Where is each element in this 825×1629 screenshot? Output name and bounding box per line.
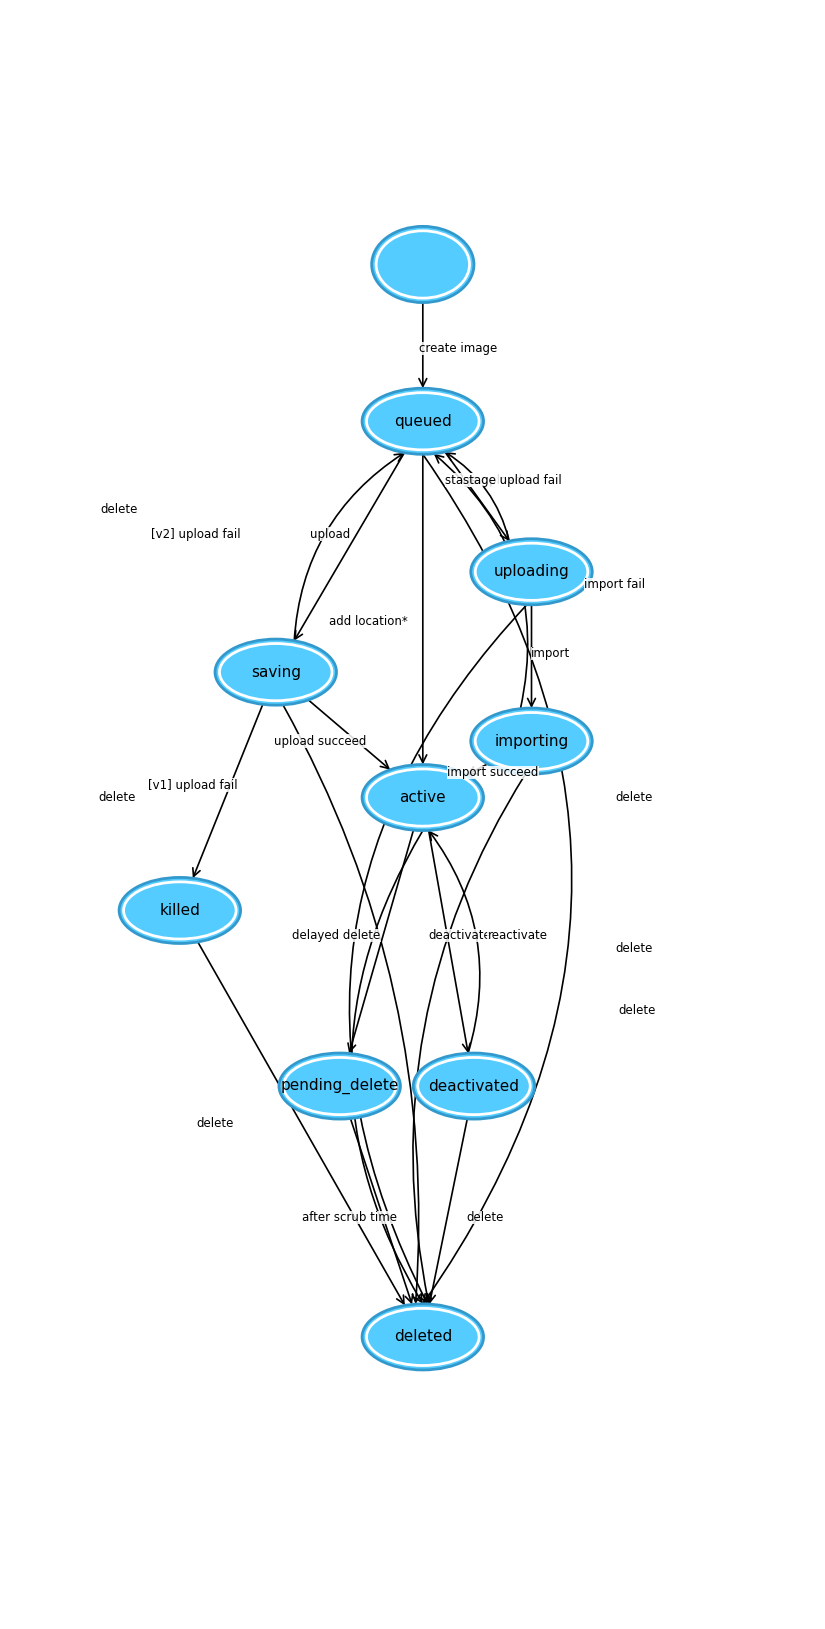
Ellipse shape xyxy=(362,764,483,831)
Text: delayed delete: delayed delete xyxy=(292,929,380,942)
FancyArrowPatch shape xyxy=(350,604,527,1302)
Ellipse shape xyxy=(371,226,474,303)
FancyArrowPatch shape xyxy=(295,454,403,640)
Ellipse shape xyxy=(413,1052,535,1119)
Text: delete: delete xyxy=(615,942,653,955)
FancyArrowPatch shape xyxy=(528,604,535,707)
FancyArrowPatch shape xyxy=(309,700,389,769)
Text: importing: importing xyxy=(494,733,568,749)
Text: [v2] upload fail: [v2] upload fail xyxy=(151,528,241,541)
Text: queued: queued xyxy=(394,414,452,428)
FancyArrowPatch shape xyxy=(348,831,413,1052)
FancyArrowPatch shape xyxy=(419,454,427,762)
Text: killed: killed xyxy=(159,902,200,919)
Ellipse shape xyxy=(471,539,592,604)
Ellipse shape xyxy=(471,709,592,774)
FancyArrowPatch shape xyxy=(429,831,470,1051)
Ellipse shape xyxy=(119,878,241,943)
Text: create image: create image xyxy=(419,342,497,355)
Text: delete: delete xyxy=(98,792,136,805)
Text: saving: saving xyxy=(251,665,301,679)
Text: stage upload fail: stage upload fail xyxy=(463,474,562,487)
Text: import succeed: import succeed xyxy=(447,766,539,779)
FancyArrowPatch shape xyxy=(413,774,526,1302)
FancyArrowPatch shape xyxy=(469,764,488,774)
Text: import: import xyxy=(531,647,570,660)
Text: delete: delete xyxy=(615,792,653,805)
Text: delete: delete xyxy=(467,1212,504,1225)
Text: deactivate: deactivate xyxy=(428,929,491,942)
Text: add location*: add location* xyxy=(329,616,408,629)
Ellipse shape xyxy=(215,639,337,705)
Text: [v1] upload fail: [v1] upload fail xyxy=(148,779,238,792)
FancyArrowPatch shape xyxy=(283,705,420,1302)
Ellipse shape xyxy=(362,1303,483,1370)
Text: uploading: uploading xyxy=(493,564,569,580)
FancyArrowPatch shape xyxy=(351,831,422,1302)
Text: active: active xyxy=(399,790,446,805)
FancyArrowPatch shape xyxy=(193,704,263,876)
Ellipse shape xyxy=(279,1052,400,1119)
FancyArrowPatch shape xyxy=(198,942,404,1303)
FancyArrowPatch shape xyxy=(422,454,572,1302)
Text: pending_delete: pending_delete xyxy=(280,1078,398,1095)
Text: delete: delete xyxy=(101,503,138,515)
Text: after scrub time: after scrub time xyxy=(302,1212,397,1225)
FancyArrowPatch shape xyxy=(295,453,404,639)
FancyArrowPatch shape xyxy=(430,832,480,1054)
FancyArrowPatch shape xyxy=(436,454,528,709)
Text: upload succeed: upload succeed xyxy=(275,735,366,748)
Text: delete: delete xyxy=(196,1117,233,1131)
Ellipse shape xyxy=(362,388,483,454)
Text: stage upload: stage upload xyxy=(446,474,522,487)
Text: upload: upload xyxy=(310,528,351,541)
FancyArrowPatch shape xyxy=(419,303,427,386)
Text: deactivated: deactivated xyxy=(428,1078,520,1093)
FancyArrowPatch shape xyxy=(445,451,508,539)
Text: deleted: deleted xyxy=(394,1329,452,1344)
Text: delete: delete xyxy=(618,1005,656,1016)
Text: reactivate: reactivate xyxy=(488,929,548,942)
Text: import fail: import fail xyxy=(584,578,645,591)
FancyArrowPatch shape xyxy=(427,1119,467,1302)
FancyArrowPatch shape xyxy=(446,453,509,541)
FancyArrowPatch shape xyxy=(351,1119,412,1303)
